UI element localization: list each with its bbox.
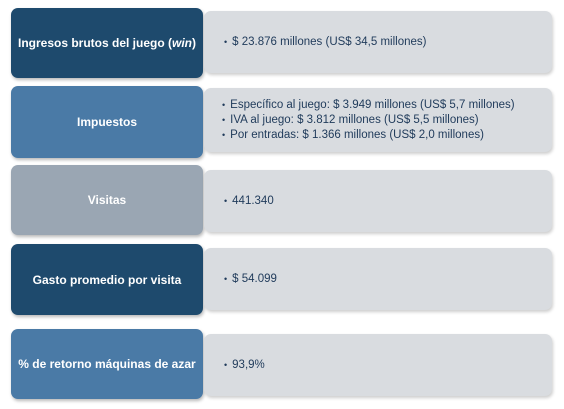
panel-ingresos-brutos: • $ 23.876 millones (US$ 34,5 millones) (204, 11, 552, 73)
label-gasto-promedio: Gasto promedio por visita (11, 244, 203, 315)
bullet-item: • IVA al juego: $ 3.812 millones (US$ 5,5… (222, 113, 479, 126)
panel-impuestos: • Específico al juego: $ 3.949 millones (… (204, 88, 552, 152)
bullet-item: • 441.340 (224, 194, 274, 207)
label-visitas: Visitas (11, 165, 203, 235)
panel-retorno-maquinas: • 93,9% (204, 334, 552, 396)
bullet-item: • $ 23.876 millones (US$ 34,5 millones) (224, 35, 427, 48)
label-retorno-maquinas: % de retorno máquinas de azar (11, 329, 203, 399)
label-impuestos: Impuestos (11, 86, 203, 158)
bullet-item: • Específico al juego: $ 3.949 millones (… (222, 98, 515, 111)
panel-visitas: • 441.340 (204, 170, 552, 232)
panel-gasto-promedio: • $ 54.099 (204, 248, 552, 310)
bullet-item: • 93,9% (224, 358, 265, 371)
label-ingresos-brutos: Ingresos brutos del juego (win) (11, 8, 203, 78)
bullet-item: • $ 54.099 (224, 272, 277, 285)
bullet-item: • Por entradas: $ 1.366 millones (US$ 2,0… (222, 128, 484, 141)
